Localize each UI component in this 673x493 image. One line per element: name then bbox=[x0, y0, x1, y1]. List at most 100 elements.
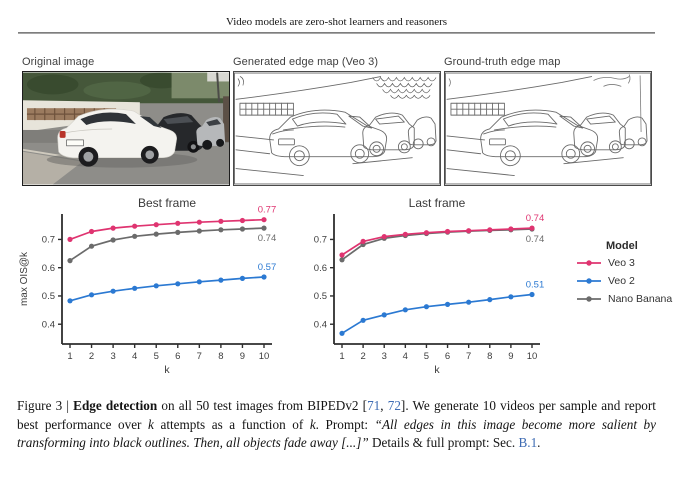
data-point bbox=[444, 228, 451, 235]
data-point bbox=[218, 218, 224, 224]
section-link-b1[interactable]: B.1 bbox=[518, 435, 538, 451]
data-point bbox=[175, 220, 181, 226]
generated-edge-map bbox=[233, 71, 441, 186]
data-point bbox=[239, 275, 246, 281]
data-point bbox=[196, 279, 202, 285]
original-photo-art bbox=[23, 72, 229, 185]
groundtruth-edge-map bbox=[444, 71, 652, 186]
x-axis-label: k bbox=[434, 364, 440, 376]
data-point bbox=[402, 307, 408, 313]
caption-prefix: Figure 3 | bbox=[17, 398, 74, 413]
data-point bbox=[261, 274, 267, 280]
x-tick-label: 5 bbox=[424, 351, 429, 362]
panel-label: Original image bbox=[22, 56, 95, 68]
x-tick-label: 2 bbox=[360, 351, 365, 362]
caption-text: attempts as a function of bbox=[153, 416, 310, 432]
image-panels-row: Original image bbox=[0, 56, 673, 186]
caption-k-italic: k bbox=[309, 416, 316, 432]
data-point bbox=[508, 294, 514, 300]
citation-link-72[interactable]: 72 bbox=[387, 398, 401, 413]
x-tick-label: 1 bbox=[67, 351, 72, 362]
data-point bbox=[381, 234, 387, 240]
data-point bbox=[261, 217, 267, 223]
caption-text: ]. We generate 10 videos per sample and … bbox=[17, 398, 656, 432]
data-point bbox=[529, 291, 535, 298]
panel-original-image: Original image bbox=[22, 56, 230, 186]
y-tick-label: 0.4 bbox=[314, 319, 327, 330]
y-tick-label: 0.7 bbox=[42, 235, 55, 246]
data-point bbox=[360, 317, 366, 323]
data-point bbox=[196, 228, 202, 234]
caption-text: , bbox=[380, 398, 388, 413]
end-value-label: 0.74 bbox=[526, 213, 545, 224]
legend-title: Model bbox=[606, 240, 638, 252]
data-point bbox=[110, 225, 116, 231]
data-point bbox=[402, 231, 408, 237]
panel-generated-edge-map: Generated edge map (Veo 3) bbox=[233, 56, 441, 186]
legend-label: Nano Banana bbox=[608, 293, 673, 305]
end-value-label: 0.51 bbox=[526, 280, 545, 291]
data-point bbox=[339, 252, 345, 258]
data-point bbox=[508, 226, 514, 232]
panel-groundtruth-edge-map: Ground-truth edge map bbox=[444, 56, 652, 186]
data-point bbox=[67, 298, 73, 304]
data-point bbox=[466, 228, 472, 234]
data-point bbox=[175, 229, 181, 235]
caption-bold-title: Edge detection bbox=[73, 398, 158, 413]
x-tick-label: 3 bbox=[110, 351, 115, 362]
data-point bbox=[423, 230, 430, 236]
chart-svg: Best frame 0.4 0.5 0.6 0.7 1 2 3 4 5 6 7 8 9 10 k max OI… bbox=[19, 196, 277, 376]
x-tick-label: 7 bbox=[466, 351, 471, 362]
y-axis-label: max OIS@k bbox=[19, 251, 30, 306]
x-tick-label: 8 bbox=[218, 351, 223, 362]
series-veo-2: 0.51 bbox=[339, 280, 544, 336]
data-point bbox=[110, 288, 116, 294]
series-veo-3: 0.74 bbox=[339, 213, 544, 258]
legend-key-veo-2 bbox=[577, 278, 601, 284]
x-tick-label: 6 bbox=[445, 351, 450, 362]
x-tick-label: 6 bbox=[175, 351, 180, 362]
chart-title: Best frame bbox=[138, 196, 196, 210]
data-point bbox=[360, 238, 366, 244]
data-point bbox=[132, 223, 138, 229]
chart-last-frame: Last frame 0.4 0.5 0.6 0.7 1 2 3 4 5 6 7 8 9 10 k 0.74 0.… bbox=[302, 194, 566, 383]
data-point bbox=[444, 301, 451, 307]
data-point bbox=[381, 312, 387, 318]
chart-title: Last frame bbox=[409, 196, 466, 210]
x-axis-label: k bbox=[164, 364, 170, 376]
end-value-label: 0.57 bbox=[258, 262, 277, 273]
groundtruth-edge-art bbox=[445, 72, 651, 185]
y-tick-label: 0.4 bbox=[42, 319, 55, 330]
caption-text: Details & full prompt: Sec. bbox=[368, 435, 519, 451]
caption-prompt-quote: “All edges in this image become more sal… bbox=[17, 416, 657, 451]
data-point bbox=[132, 233, 138, 239]
y-tick-label: 0.6 bbox=[314, 263, 327, 274]
x-tick-label: 10 bbox=[259, 351, 270, 362]
legend-entry-veo-3: Veo 3 bbox=[576, 257, 673, 269]
original-image bbox=[22, 71, 230, 186]
charts-row: Best frame 0.4 0.5 0.6 0.7 1 2 3 4 5 6 7 8 9 10 k max OI… bbox=[0, 194, 673, 383]
data-point bbox=[261, 225, 267, 231]
x-tick-label: 10 bbox=[527, 351, 538, 362]
data-point bbox=[239, 217, 246, 224]
legend-entry-veo-2: Veo 2 bbox=[576, 275, 673, 287]
legend-label: Veo 3 bbox=[608, 257, 635, 269]
x-tick-label: 3 bbox=[382, 351, 387, 362]
x-tick-label: 7 bbox=[197, 351, 202, 362]
data-point bbox=[218, 277, 224, 283]
data-point bbox=[110, 237, 116, 243]
y-tick-label: 0.7 bbox=[314, 235, 327, 246]
series-veo-3: 0.77 bbox=[67, 205, 276, 242]
data-point bbox=[67, 258, 73, 264]
figure-caption: Figure 3 | Edge detection on all 50 test… bbox=[17, 397, 656, 453]
data-point bbox=[88, 292, 95, 298]
x-tick-label: 2 bbox=[89, 351, 94, 362]
data-point bbox=[132, 285, 138, 291]
caption-text: . Prompt: bbox=[315, 416, 375, 432]
legend-label: Veo 2 bbox=[608, 275, 635, 287]
data-point bbox=[196, 219, 202, 225]
citation-link-71[interactable]: 71 bbox=[367, 398, 381, 413]
data-point bbox=[487, 297, 493, 303]
x-tick-label: 9 bbox=[240, 351, 245, 362]
